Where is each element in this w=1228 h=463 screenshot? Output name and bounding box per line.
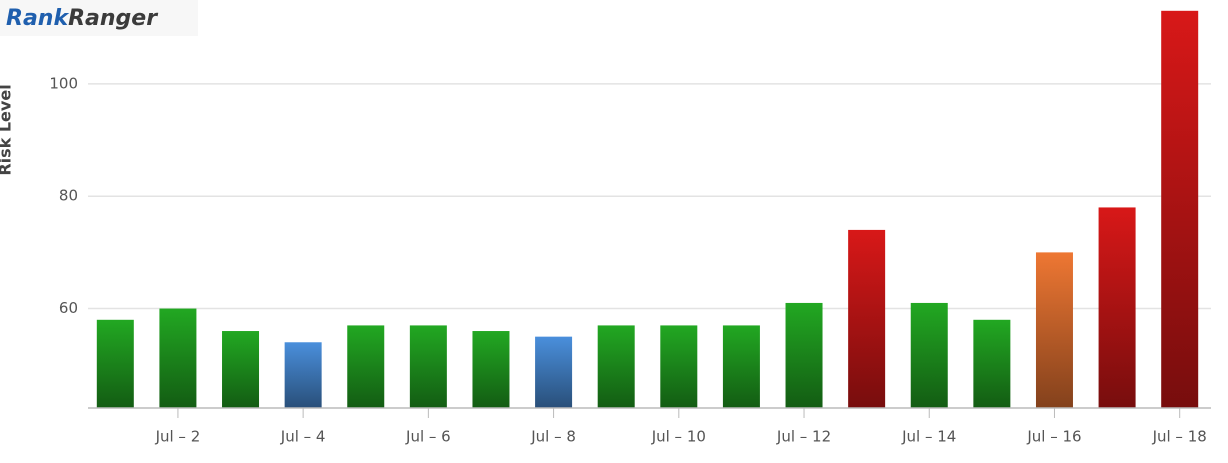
bar xyxy=(347,325,385,408)
x-tick-label: Jul – 10 xyxy=(651,428,706,446)
y-axis-title: Risk Level xyxy=(0,84,15,175)
bar xyxy=(222,331,260,408)
x-tick-label: Jul – 8 xyxy=(530,428,576,446)
x-tick-label: Jul – 12 xyxy=(776,428,831,446)
logo: RankRanger xyxy=(6,6,158,31)
y-tick-label: 80 xyxy=(59,187,78,205)
bar xyxy=(159,308,197,408)
y-tick-label: 60 xyxy=(59,299,78,317)
bar xyxy=(660,325,698,408)
bar xyxy=(1161,10,1199,408)
logo-name: Ranger xyxy=(68,6,158,31)
bar xyxy=(284,342,322,408)
bar xyxy=(910,302,948,408)
bar xyxy=(848,229,886,408)
x-tick-label: Jul – 6 xyxy=(405,428,451,446)
bar xyxy=(722,325,760,408)
bar xyxy=(973,319,1011,408)
x-tick-label: Jul – 16 xyxy=(1026,428,1081,446)
x-tick-label: Jul – 4 xyxy=(280,428,326,446)
x-tick-label: Jul – 2 xyxy=(155,428,201,446)
bar xyxy=(785,302,823,408)
logo-brand: Rank xyxy=(6,6,69,31)
bar xyxy=(1035,252,1073,408)
bar xyxy=(1098,207,1136,408)
x-tick-label: Jul – 14 xyxy=(901,428,956,446)
bar xyxy=(472,331,510,408)
bar xyxy=(535,336,573,408)
bar xyxy=(597,325,635,408)
bar xyxy=(96,319,134,408)
bar xyxy=(409,325,447,408)
logo-box xyxy=(0,0,198,36)
x-tick-label: Jul – 18 xyxy=(1152,428,1207,446)
y-tick-label: 100 xyxy=(49,74,78,92)
